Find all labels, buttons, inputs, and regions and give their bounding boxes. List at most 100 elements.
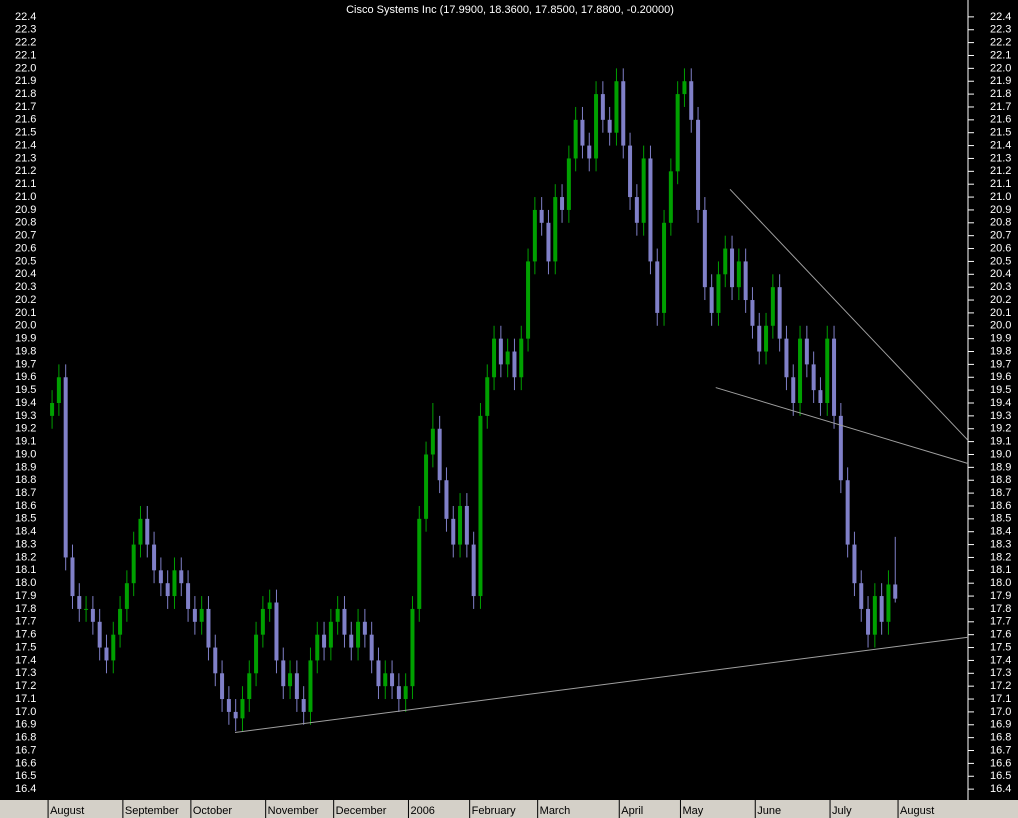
x-tick-label: June [757,805,781,817]
y-tick-label-left: 21.7 [15,101,36,113]
y-tick-label-right: 16.7 [990,744,1011,756]
y-tick-label-left: 16.4 [15,783,36,795]
candle-body [274,602,279,661]
y-tick-label-left: 21.1 [15,178,36,190]
y-tick-label-left: 16.8 [15,732,36,744]
candle-body [845,480,850,545]
y-tick-label-left: 22.3 [15,24,36,36]
y-tick-label-left: 19.5 [15,384,36,396]
candle-body [553,197,558,262]
candle-body [621,81,626,146]
candle-body [478,415,483,597]
y-tick-label-right: 21.0 [990,191,1011,203]
y-tick-label-right: 16.9 [990,719,1011,731]
y-tick-label-left: 20.3 [15,281,36,293]
candle-body [682,81,687,95]
candle-body [539,209,544,223]
y-tick-label-right: 19.9 [990,333,1011,345]
y-tick-label-right: 17.4 [990,654,1011,666]
candle-body [791,377,796,403]
candle-body [730,248,735,288]
y-tick-label-right: 16.8 [990,732,1011,744]
y-tick-label-left: 18.6 [15,500,36,512]
candle-body [675,94,680,172]
y-tick-label-right: 21.7 [990,101,1011,113]
y-tick-label-left: 17.2 [15,680,36,692]
y-tick-label-right: 21.1 [990,178,1011,190]
y-tick-label-left: 18.9 [15,461,36,473]
candle-body [172,570,177,597]
candle-body [600,94,605,120]
candle-body [63,377,68,558]
candle-body [628,145,633,198]
y-tick-label-left: 17.1 [15,693,36,705]
y-tick-label-right: 18.9 [990,461,1011,473]
candle-body [138,518,143,545]
y-tick-label-right: 22.3 [990,24,1011,36]
y-tick-label-right: 22.2 [990,37,1011,49]
candle-body [424,454,429,519]
y-tick-label-right: 17.2 [990,680,1011,692]
y-tick-label-right: 19.0 [990,448,1011,460]
y-tick-label-left: 20.9 [15,204,36,216]
candle-body [505,351,510,365]
chart-title: Cisco Systems Inc (17.9900, 18.3600, 17.… [346,4,674,16]
y-tick-label-left: 19.6 [15,371,36,383]
candle-body [77,596,82,609]
candle-body [308,660,313,712]
y-tick-label-left: 20.1 [15,307,36,319]
y-tick-label-right: 18.7 [990,487,1011,499]
candle-body [512,351,517,378]
y-tick-label-right: 18.2 [990,551,1011,563]
candle-body [702,209,707,288]
y-tick-label-left: 22.2 [15,37,36,49]
y-tick-label-left: 16.9 [15,719,36,731]
y-tick-label-right: 18.4 [990,526,1011,538]
y-tick-label-left: 22.4 [15,11,36,23]
candle-body [866,608,871,635]
candle-body [131,544,136,584]
candle-body [757,325,762,352]
x-tick-label: August [900,805,934,817]
y-tick-label-right: 21.4 [990,139,1011,151]
y-tick-label-right: 21.9 [990,75,1011,87]
candle-body [206,608,211,648]
candle-body [97,621,102,648]
candle-body [437,428,442,481]
candle-body [859,583,864,609]
candle-body [723,248,728,275]
candle-body [526,261,531,339]
candle-body [213,647,218,674]
y-tick-label-left: 20.8 [15,217,36,229]
y-tick-label-left: 18.3 [15,538,36,550]
candle-body [614,81,619,133]
y-tick-label-left: 19.4 [15,397,36,409]
candle-body [458,505,463,545]
x-tick-label: August [50,805,84,817]
y-tick-label-right: 17.7 [990,616,1011,628]
y-tick-label-left: 21.8 [15,88,36,100]
candle-body [777,287,782,339]
candle-body [328,621,333,648]
y-tick-label-left: 19.9 [15,333,36,345]
candle-body [294,673,299,700]
x-tick-label: February [472,805,517,817]
candle-body [247,673,252,700]
y-tick-label-right: 20.0 [990,320,1011,332]
candle-body [369,634,374,661]
candle-body [886,584,891,622]
candle-body [165,583,170,597]
y-tick-label-right: 18.6 [990,500,1011,512]
candle-body [179,570,184,584]
candle-body [832,338,837,416]
candle-body [226,699,231,712]
y-tick-label-right: 21.2 [990,165,1011,177]
y-tick-label-right: 20.6 [990,242,1011,254]
candle-body [852,544,857,584]
trendline [729,188,969,441]
y-tick-label-right: 20.1 [990,307,1011,319]
candle-body [804,338,809,365]
x-tick-label: July [832,805,852,817]
candle-body [199,608,204,622]
